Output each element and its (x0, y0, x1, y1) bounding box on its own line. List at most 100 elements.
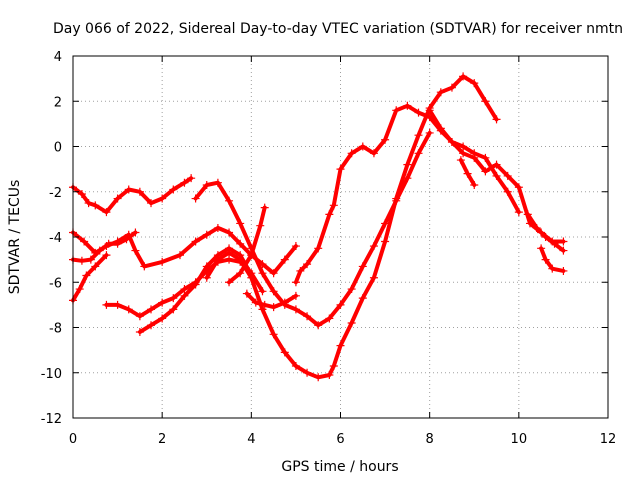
data-point (113, 239, 122, 248)
data-point (481, 167, 490, 176)
data-point (559, 237, 568, 246)
data-point (459, 72, 468, 81)
data-point (325, 314, 334, 323)
series-line (71, 176, 194, 215)
data-point (202, 273, 211, 282)
data-point (414, 108, 423, 117)
data-point (481, 153, 490, 162)
y-axis-label: SDTVAR / TECUs (7, 180, 23, 295)
series-line (539, 246, 566, 273)
series-arc-15 (537, 244, 568, 275)
data-point (548, 264, 557, 273)
y-tick-labels: 4 2 0 -2 -4 -6 -8 -10 -12 (41, 50, 62, 427)
data-point (258, 305, 267, 314)
data-point (296, 266, 305, 275)
data-point (269, 303, 278, 312)
data-point (122, 235, 131, 244)
data-point (336, 300, 345, 309)
data-point (523, 210, 532, 219)
data-point (470, 149, 479, 158)
tick-layer (72, 55, 609, 419)
data-point (303, 368, 312, 377)
data-point (280, 298, 289, 307)
data-point (269, 269, 278, 278)
data-point (135, 187, 144, 196)
data-point (102, 300, 111, 309)
data-point (447, 137, 456, 146)
data-point (392, 194, 401, 203)
data-point (102, 208, 111, 217)
y-tick-label: 4 (54, 50, 62, 65)
data-point (180, 285, 189, 294)
data-point (158, 314, 167, 323)
data-point (91, 201, 100, 210)
data-point (280, 255, 289, 264)
data-point (329, 361, 338, 370)
y-tick-label: -2 (49, 186, 62, 201)
data-point (303, 312, 312, 321)
data-point (414, 131, 423, 140)
data-point (269, 287, 278, 296)
data-point (202, 180, 211, 189)
data-point (131, 246, 140, 255)
data-point (470, 180, 479, 189)
data-point (541, 255, 550, 264)
data-point (104, 239, 113, 248)
data-point (213, 178, 222, 187)
data-point (236, 255, 245, 264)
data-point (169, 185, 178, 194)
data-point (503, 171, 512, 180)
x-tick-label: 2 (158, 432, 166, 447)
data-point (91, 262, 100, 271)
data-point (247, 251, 256, 260)
data-point (147, 321, 156, 330)
data-point (225, 228, 234, 237)
data-point (303, 260, 312, 269)
data-point (213, 223, 222, 232)
data-point (86, 255, 95, 264)
data-point (77, 190, 86, 199)
data-point (124, 305, 133, 314)
x-tick-labels: 0 2 4 6 8 10 12 (69, 432, 616, 447)
data-point (291, 305, 300, 314)
series-arc-14 (523, 210, 568, 255)
data-point (559, 266, 568, 275)
chart-title: Day 066 of 2022, Sidereal Day-to-day VTE… (53, 21, 623, 37)
data-point (180, 178, 189, 187)
data-point (459, 149, 468, 158)
data-point (191, 280, 200, 289)
data-point (187, 174, 196, 183)
data-point (336, 341, 345, 350)
series-arc-12 (425, 106, 523, 217)
data-point (425, 128, 434, 137)
data-point (236, 269, 245, 278)
data-point (358, 294, 367, 303)
data-point (291, 291, 300, 300)
data-point (325, 371, 334, 380)
series-layer (69, 72, 568, 382)
data-point (158, 257, 167, 266)
data-point (135, 328, 144, 337)
series-arc-7 (191, 128, 434, 330)
data-point (191, 237, 200, 246)
data-point (291, 242, 300, 251)
x-axis-label: GPS time / hours (281, 459, 398, 475)
data-point (225, 255, 234, 264)
data-point (124, 185, 133, 194)
data-point (541, 233, 550, 241)
data-point (131, 228, 140, 237)
data-point (470, 79, 479, 88)
data-point (456, 156, 465, 165)
data-point (403, 101, 412, 110)
data-point (314, 321, 323, 330)
data-point (492, 160, 501, 169)
data-point (140, 262, 149, 271)
data-point (347, 318, 356, 327)
x-tick-label: 8 (426, 432, 434, 447)
data-point (436, 88, 445, 97)
y-tick-label: 2 (54, 95, 62, 110)
data-point (82, 271, 91, 280)
data-point (95, 246, 104, 255)
data-point (113, 194, 122, 203)
